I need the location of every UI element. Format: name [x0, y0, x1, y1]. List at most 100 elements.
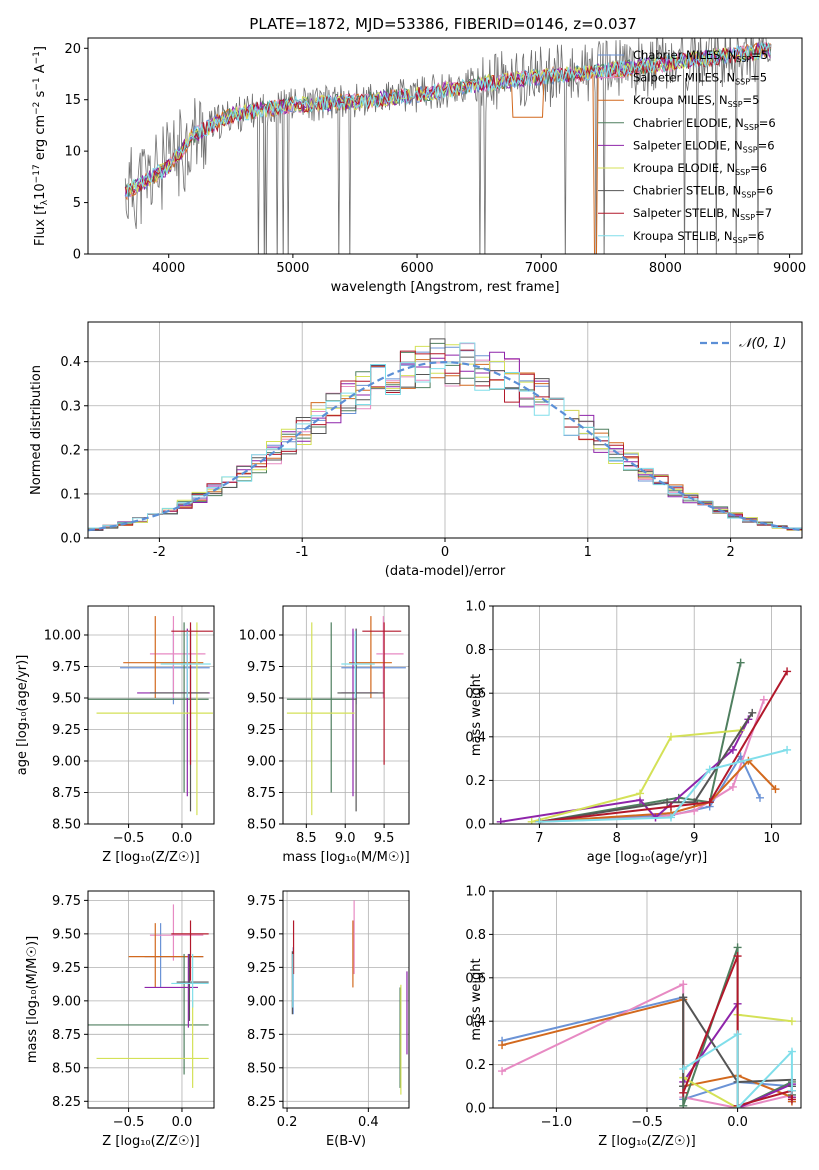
data-point-marker [787, 1017, 796, 1026]
legend-name: Kroupa ELODIE [633, 161, 719, 175]
legend-nssp-value: =5 [751, 48, 768, 62]
x-tick-label: 0 [441, 545, 449, 560]
data-point-marker [728, 745, 737, 754]
x-tick-label: 9 [690, 831, 698, 846]
y-tick-label: 0.1 [60, 487, 81, 502]
data-point-marker [783, 667, 792, 676]
data-point-marker [666, 732, 675, 741]
legend-nssp-value: =6 [748, 229, 765, 243]
y-tick-label: 9.75 [52, 660, 81, 675]
legend-nssp-value: =5 [743, 93, 760, 107]
axes-frame [87, 605, 215, 825]
x-tick-label: 10 [763, 831, 780, 846]
y-tick-label: 9.50 [52, 691, 81, 706]
x-tick-label: 0.4 [358, 1115, 379, 1130]
data-point-marker [787, 1086, 796, 1095]
legend-nssp-sub: SSP [740, 213, 755, 222]
data-point-marker [663, 798, 672, 807]
legend-label: Chabrier MILES, NSSP=5 [633, 48, 768, 64]
y-axis-label: mass [log₁₀(M/M☉)] [25, 936, 40, 1063]
data-point-marker [679, 1088, 688, 1097]
y-tick-label: 10 [64, 145, 81, 160]
x-tick-label: 1 [584, 545, 592, 560]
data-point-marker [705, 765, 714, 774]
y-tick-label: 0.4 [465, 1015, 486, 1030]
legend-nssp-prefix: , N [719, 161, 735, 175]
data-point-marker [759, 695, 768, 704]
y-tick-label: 8.50 [52, 1061, 81, 1076]
legend-nssp-prefix: , N [712, 93, 728, 107]
y-tick-label: 8.50 [247, 1061, 276, 1076]
legend-label: Salpeter ELODIE, NSSP=6 [633, 138, 775, 154]
series-line [539, 712, 754, 823]
y-tick-label: 0.8 [465, 643, 486, 658]
y-tick-label: 8.75 [247, 786, 276, 801]
error-bars [88, 616, 213, 816]
y-tick-label: 9.00 [247, 754, 276, 769]
y-tick-label: 9.00 [247, 994, 276, 1009]
legend-nssp-sub: SSP [743, 145, 758, 154]
y-tick-label: 9.50 [247, 691, 276, 706]
x-tick-label: −1.0 [541, 1115, 573, 1130]
legend-name: Chabrier ELODIE [633, 116, 728, 130]
legend-nssp-value: =7 [755, 206, 772, 220]
data-point-marker [498, 1041, 507, 1050]
x-axis-label: mass [log₁₀(M/M☉)] [282, 850, 409, 865]
x-tick-label: 8000 [649, 261, 682, 276]
axes-frame [87, 890, 215, 1109]
legend-nssp-prefix: , N [725, 184, 741, 198]
legend-nssp-value: =6 [756, 184, 773, 198]
y-tick-label: 1.0 [465, 600, 486, 615]
y-axis-label-part: Flux [f [33, 205, 48, 246]
model-spectrum [125, 41, 771, 197]
normal-curve [88, 360, 802, 532]
legend-name: Chabrier MILES [633, 48, 720, 62]
y-tick-label: 0.0 [465, 818, 486, 833]
x-tick-label: −0.5 [631, 1115, 663, 1130]
y-axis-label-part: −17 [32, 164, 42, 183]
data-point-marker [705, 798, 714, 807]
y-tick-label: 9.75 [52, 894, 81, 909]
y-tick-label: 9.50 [247, 927, 276, 942]
y-tick-label: 8.75 [52, 1028, 81, 1043]
x-axis-label: (data-model)/error [385, 564, 506, 579]
x-axis-label: age [log₁₀(age/yr)] [587, 850, 708, 865]
legend-name: Kroupa STELIB [633, 229, 717, 243]
x-tick-label: 8 [613, 831, 621, 846]
series-line [682, 1032, 793, 1108]
y-tick-label: 8.75 [52, 786, 81, 801]
x-tick-label: 7000 [525, 261, 558, 276]
legend-nssp-value: =5 [750, 71, 767, 85]
legend-nssp-sub: SSP [744, 123, 759, 132]
y-tick-label: 0.4 [60, 355, 81, 370]
y-tick-label: 9.25 [247, 961, 276, 976]
y-axis-label: Flux [fλ10−17 erg cm−2 s−1 A−1] [32, 46, 50, 246]
y-axis-label: Normed distribution [29, 365, 44, 495]
x-tick-label: 0.2 [277, 1115, 298, 1130]
axes-frame [87, 37, 803, 255]
y-tick-label: 0.0 [60, 532, 81, 547]
axes-frame [282, 890, 410, 1109]
data-point-marker [733, 1030, 742, 1039]
x-tick-label: 4000 [152, 261, 185, 276]
legend-label: Chabrier STELIB, NSSP=6 [633, 184, 773, 200]
legend-name: Salpeter STELIB [633, 206, 724, 220]
legend-label: 𝒩(0, 1) [739, 336, 786, 351]
x-tick-label: 9.5 [374, 831, 395, 846]
legend-name: Salpeter ELODIE [633, 138, 727, 152]
series-line [539, 748, 788, 823]
error-bars [88, 904, 209, 1088]
y-tick-label: 10.00 [44, 628, 81, 643]
y-axis-label-part: −2 [32, 102, 42, 115]
data-point-marker [748, 708, 757, 717]
legend-nssp-sub: SSP [741, 191, 756, 200]
data-point-marker [733, 1104, 742, 1108]
y-tick-label: 15 [64, 93, 81, 108]
y-axis-label-part: 10 [33, 183, 48, 200]
y-axis-label-part: erg cm [33, 115, 48, 164]
x-tick-label: 7 [535, 831, 543, 846]
legend-nssp-prefix: , N [720, 48, 736, 62]
y-tick-label: 0.8 [465, 928, 486, 943]
x-tick-label: 2 [726, 545, 734, 560]
